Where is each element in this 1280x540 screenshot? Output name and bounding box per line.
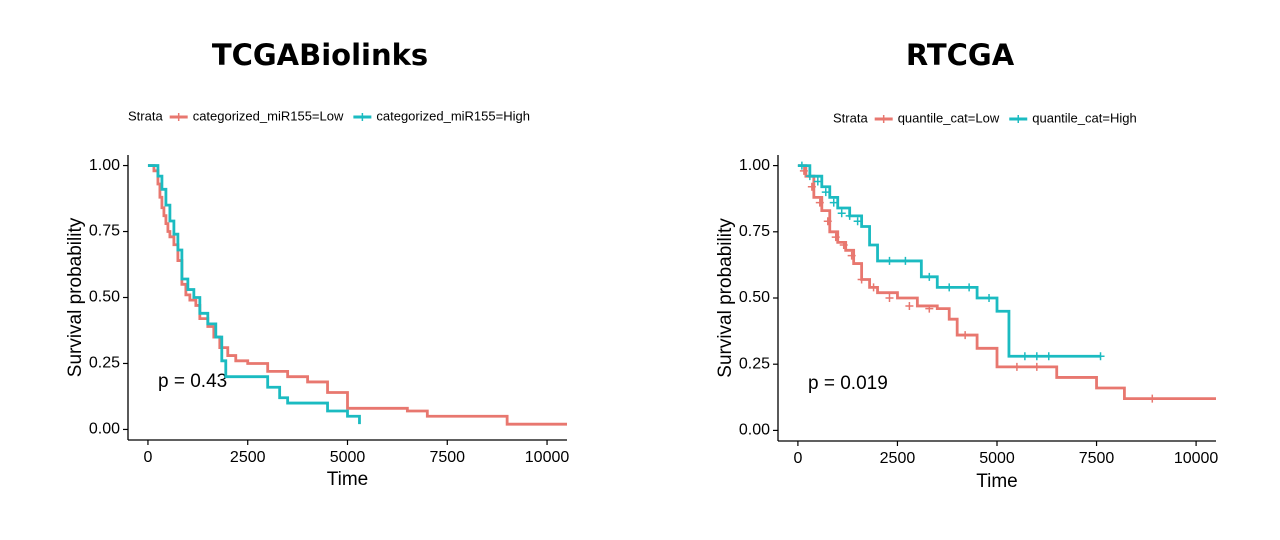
censor-mark — [925, 304, 934, 313]
x-tick-label: 2500 — [880, 450, 916, 467]
censor-mark — [985, 294, 994, 302]
x-tick-label: 0 — [793, 450, 802, 467]
censor-mark — [821, 188, 830, 197]
censor-mark — [805, 172, 814, 181]
censor-mark — [831, 233, 840, 242]
censor-mark — [829, 198, 838, 207]
censor-mark — [1032, 362, 1041, 371]
x-axis-label: Time — [976, 471, 1018, 492]
x-tick-label: 5000 — [330, 449, 366, 466]
km-plot-rtcga: 0 2500 5000 7500 10000 0.00 0.25 0.50 0.75 1.00 Ti… — [715, 110, 1219, 492]
km-plot-tcgabiolinks: 0 2500 5000 7500 10000 0.00 0.25 0.50 0.75 1.00 Ti… — [65, 108, 570, 490]
chart-title: TCGABiolinks — [211, 38, 429, 72]
censor-mark — [1148, 394, 1157, 403]
censor-mark — [885, 294, 894, 302]
censor-mark — [1044, 352, 1053, 361]
censor-mark — [945, 283, 954, 292]
y-tick-label: 1.00 — [89, 157, 120, 174]
survival-curve-low — [797, 164, 1216, 401]
censor-mark — [869, 283, 878, 292]
x-tick-label: 2500 — [230, 449, 266, 466]
censor-mark — [885, 256, 894, 265]
censor-mark — [1096, 352, 1105, 361]
legend-entry: quantile_cat=Low — [898, 110, 1000, 125]
censor-mark — [1012, 362, 1021, 371]
x-tick-label: 7500 — [429, 449, 465, 466]
y-tick-label: 0.00 — [89, 421, 120, 438]
censor-mark — [1032, 352, 1041, 361]
censor-mark — [1020, 352, 1029, 361]
km-panel-rtcga: RTCGA 0 2500 5000 7500 10000 0.00 0.25 0.50 0.75… — [640, 0, 1280, 540]
p-value-annotation: p = 0.019 — [808, 373, 888, 394]
legend-entry: categorized_miR155=Low — [193, 108, 344, 123]
censor-mark — [815, 198, 824, 207]
chart-title: RTCGA — [905, 38, 1015, 72]
legend-entry: categorized_miR155=High — [376, 108, 530, 123]
censor-mark — [853, 217, 862, 226]
censor-mark — [823, 217, 832, 226]
censor-mark — [965, 283, 974, 292]
censor-mark — [797, 161, 806, 170]
censor-mark — [813, 177, 822, 186]
x-axis-label: Time — [327, 469, 369, 490]
censor-mark — [901, 256, 910, 265]
y-tick-label: 0.75 — [89, 223, 120, 240]
p-value-annotation: p = 0.43 — [158, 371, 227, 392]
y-axis-label: Survival probability — [65, 217, 86, 377]
censor-mark — [845, 211, 854, 220]
censor-mark — [807, 182, 816, 191]
y-tick-label: 0.25 — [739, 355, 770, 372]
censor-mark — [905, 301, 914, 310]
y-tick-label: 0.00 — [739, 422, 770, 439]
x-tick-label: 7500 — [1079, 450, 1115, 467]
legend-title: Strata — [128, 108, 163, 123]
y-tick-label: 0.50 — [739, 289, 770, 306]
km-panel-tcgabiolinks: TCGABiolinks 0 2500 5000 7500 10000 0.00 0.25 0… — [65, 38, 570, 490]
legend-entry: quantile_cat=High — [1032, 110, 1136, 125]
censor-mark — [799, 166, 808, 175]
censor-mark — [847, 251, 856, 260]
censor-mark — [837, 209, 846, 218]
x-tick-label: 10000 — [1174, 450, 1219, 467]
censor-mark — [857, 275, 866, 284]
y-tick-label: 1.00 — [739, 157, 770, 174]
x-tick-label: 0 — [144, 449, 153, 466]
y-axis-label: Survival probability — [715, 218, 736, 378]
legend-title: Strata — [833, 110, 868, 125]
x-tick-label: 5000 — [979, 450, 1015, 467]
y-tick-label: 0.50 — [89, 289, 120, 306]
y-tick-label: 0.25 — [89, 355, 120, 372]
survival-curve-high — [147, 164, 361, 425]
censor-mark — [839, 241, 848, 250]
censor-mark — [925, 272, 934, 281]
y-tick-label: 0.75 — [739, 223, 770, 240]
censor-mark — [961, 331, 970, 340]
x-tick-label: 10000 — [525, 449, 570, 466]
survival-curve-high — [797, 164, 1101, 358]
